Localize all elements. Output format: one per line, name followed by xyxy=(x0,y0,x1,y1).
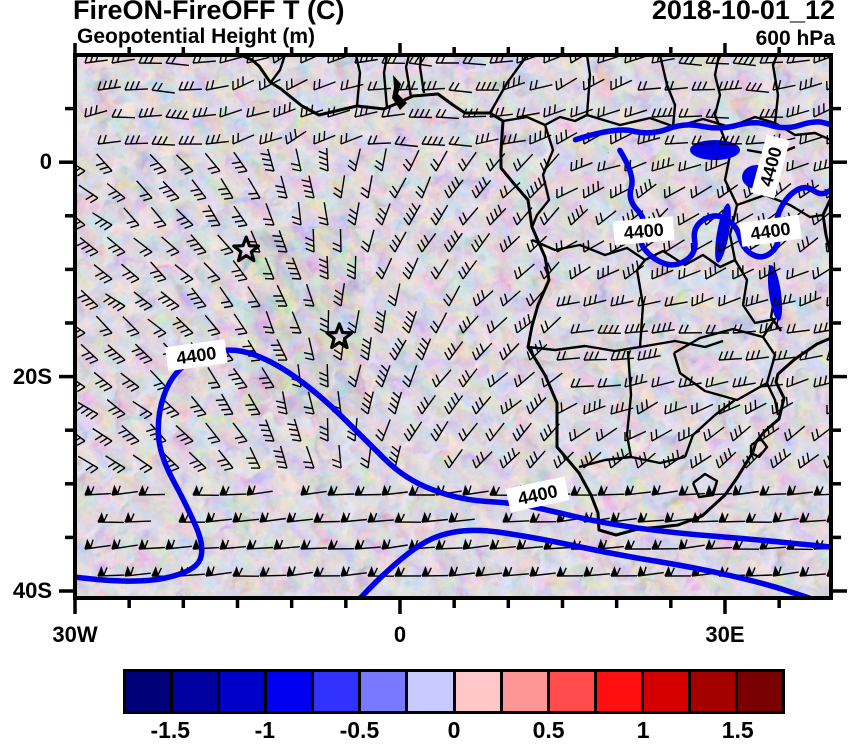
plot-subtitle: Geopotential Height (m) xyxy=(77,25,315,48)
y-axis-label: 40S xyxy=(12,578,52,603)
y-axis-label: 0 xyxy=(39,149,52,175)
contour-label-text: 4400 xyxy=(623,220,665,243)
colorbar xyxy=(123,669,785,714)
colorbar-cell xyxy=(738,672,783,711)
colorbar-tick-label: -1 xyxy=(254,717,276,743)
y-axis-label: 20S xyxy=(12,363,52,389)
colorbar-cell xyxy=(220,672,268,711)
x-axis-label: 30E xyxy=(705,622,745,647)
x-axis-label: 30W xyxy=(52,622,98,647)
colorbar-tick-label: 0 xyxy=(447,717,461,743)
colorbar-cell xyxy=(690,672,739,711)
colorbar-cell xyxy=(455,672,503,711)
colorbar-cell xyxy=(314,672,362,711)
colorbar-cell xyxy=(549,672,597,711)
plot-title: FireON-FireOFF T (C) xyxy=(73,0,345,25)
colorbar-cell xyxy=(126,672,174,711)
valid-datetime: 2018-10-01_12 xyxy=(651,0,835,25)
colorbar-cell xyxy=(408,672,456,711)
colorbar-tick-label: 1.5 xyxy=(721,717,754,743)
colorbar-cell xyxy=(173,672,221,711)
colorbar-cell xyxy=(502,672,550,711)
colorbar-tick-label: -0.5 xyxy=(339,717,380,743)
colorbar-cell xyxy=(643,672,691,711)
colorbar-tick-label: 1 xyxy=(636,717,650,743)
colorbar-cell xyxy=(267,672,315,711)
colorbar-tick-label: 0.5 xyxy=(532,717,565,743)
pressure-level: 600 hPa xyxy=(755,27,835,50)
colorbar-tick-label: -1.5 xyxy=(150,717,191,743)
x-axis-label: 0 xyxy=(393,622,407,647)
colorbar-cell xyxy=(361,672,409,711)
colorbar-cell xyxy=(596,672,644,711)
